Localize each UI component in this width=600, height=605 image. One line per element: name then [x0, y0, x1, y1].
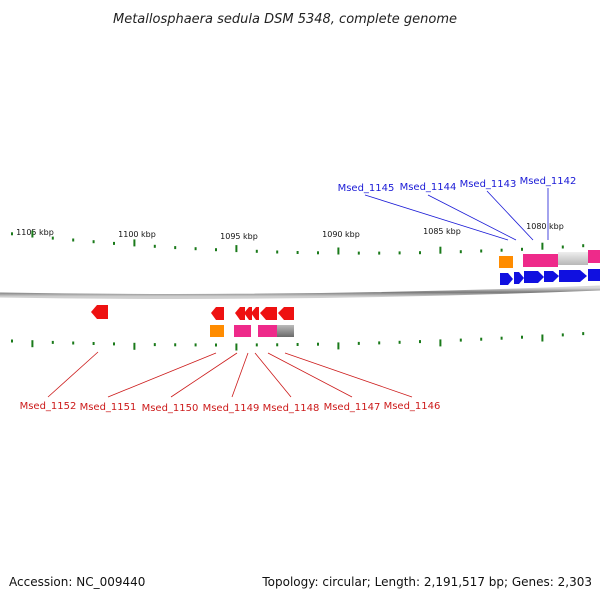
cds-arrow-reverse-msed1152[interactable] [91, 305, 108, 319]
gene-label-msed1143[interactable]: Msed_1143 [460, 179, 517, 190]
leader-line-msed1150 [170, 352, 238, 398]
cds-arrow-reverse-msed1150[interactable] [235, 307, 245, 320]
cds-arrow-forward-6[interactable] [588, 269, 600, 281]
leader-line-msed1152 [47, 351, 99, 398]
magenta-feature-forward[interactable] [523, 254, 558, 267]
cds-arrow-forward-3[interactable] [524, 271, 544, 283]
tick-label-1090: 1090 kbp [322, 230, 360, 239]
gene-label-msed1145[interactable]: Msed_1145 [338, 183, 395, 194]
gene-label-msed1147[interactable]: Msed_1147 [324, 402, 381, 413]
reverse-strand-features [91, 305, 294, 337]
cds-arrow-reverse-msed1148[interactable] [251, 307, 259, 320]
leader-line-msed1143 [486, 190, 534, 241]
magenta-feature-reverse-1[interactable] [234, 325, 251, 337]
gray-feature-forward[interactable] [558, 252, 588, 265]
gene-label-msed1149[interactable]: Msed_1149 [203, 403, 260, 414]
forward-strand-features [499, 250, 600, 285]
leader-line-msed1144 [427, 194, 517, 241]
tick-labels: 1105 kbp 1100 kbp 1095 kbp 1090 kbp 1085… [16, 222, 564, 241]
genome-backbone [0, 285, 600, 299]
bottom-leader-lines [47, 351, 413, 398]
cds-arrow-reverse-msed1147[interactable] [260, 307, 277, 320]
leader-line-msed1148 [254, 352, 292, 398]
cds-arrow-forward-1[interactable] [500, 273, 513, 285]
gene-label-msed1152[interactable]: Msed_1152 [20, 401, 77, 412]
tick-label-1100: 1100 kbp [118, 230, 156, 239]
gray-feature-reverse[interactable] [277, 325, 294, 337]
tick-label-1085: 1085 kbp [423, 227, 461, 236]
rna-feature-forward[interactable] [499, 256, 513, 268]
leader-line-msed1146 [284, 352, 413, 398]
gene-label-msed1150[interactable]: Msed_1150 [142, 403, 199, 414]
tick-label-1105: 1105 kbp [16, 228, 54, 237]
top-leader-lines [364, 188, 549, 241]
leader-line-msed1149 [231, 352, 249, 398]
tick-marks-bottom [11, 332, 585, 351]
tick-label-1095: 1095 kbp [220, 232, 258, 241]
gene-label-msed1142[interactable]: Msed_1142 [520, 176, 577, 187]
bottom-gene-labels: Msed_1152 Msed_1151 Msed_1150 Msed_1149 … [20, 401, 441, 414]
gene-label-msed1144[interactable]: Msed_1144 [400, 182, 457, 193]
magenta-feature-forward-2[interactable] [588, 250, 600, 263]
cds-arrow-forward-2[interactable] [514, 272, 524, 284]
cds-arrow-reverse-msed1149[interactable] [244, 307, 252, 320]
cds-arrow-reverse-msed1146[interactable] [278, 307, 294, 320]
tick-marks-top [11, 230, 585, 255]
genome-summary-text: Topology: circular; Length: 2,191,517 bp… [261, 575, 592, 589]
magenta-feature-reverse-2[interactable] [258, 325, 277, 337]
accession-text: Accession: NC_009440 [9, 575, 145, 589]
cds-arrow-forward-4[interactable] [544, 271, 559, 282]
gene-label-msed1151[interactable]: Msed_1151 [80, 402, 137, 413]
gene-label-msed1146[interactable]: Msed_1146 [384, 401, 441, 412]
gene-label-msed1148[interactable]: Msed_1148 [263, 403, 320, 414]
rna-feature-reverse[interactable] [210, 325, 224, 337]
leader-line-msed1145 [364, 194, 509, 241]
leader-line-msed1151 [107, 352, 217, 398]
top-gene-labels: Msed_1145 Msed_1144 Msed_1143 Msed_1142 [338, 176, 577, 194]
tick-label-1080: 1080 kbp [526, 222, 564, 231]
cds-arrow-reverse-msed1151[interactable] [211, 307, 224, 320]
leader-line-msed1147 [267, 352, 353, 398]
map-title: Metallosphaera sedula DSM 5348, complete… [113, 12, 457, 27]
cds-arrow-forward-5[interactable] [559, 270, 587, 282]
